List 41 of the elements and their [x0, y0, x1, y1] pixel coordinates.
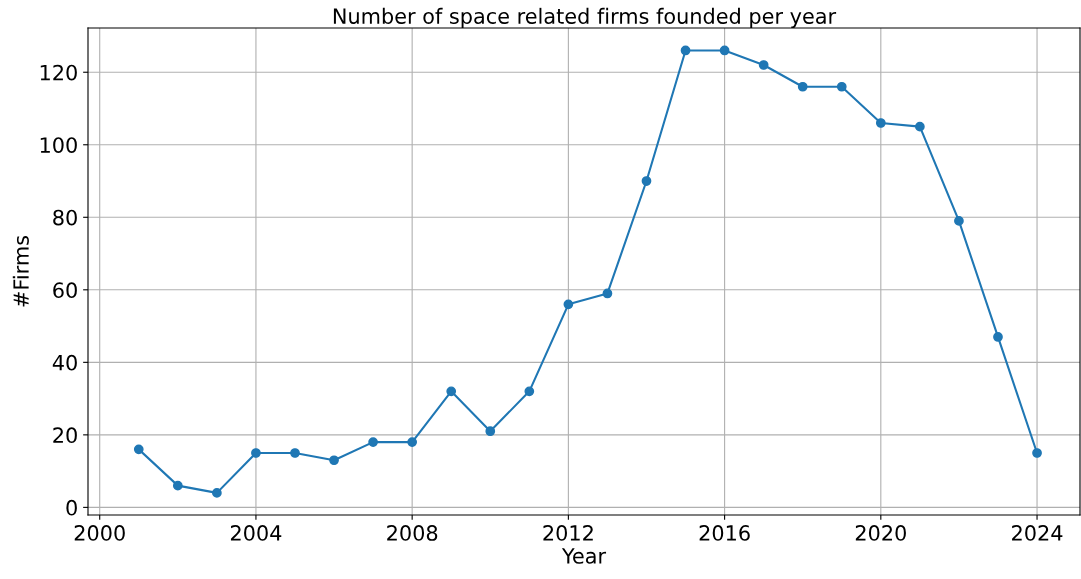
- x-axis-title: Year: [561, 548, 607, 564]
- point: [758, 60, 769, 70]
- point: [524, 386, 535, 397]
- y-tick-label: 20: [53, 427, 77, 444]
- y-tick-label: 60: [53, 282, 77, 299]
- x-tick-label: 2016: [699, 525, 750, 541]
- chart-title: Number of space related firms founded per year: [333, 7, 837, 28]
- y-tick-label: 100: [40, 137, 77, 153]
- x-tick-label: 2012: [543, 525, 593, 541]
- point: [133, 444, 144, 455]
- point: [993, 332, 1003, 342]
- point: [407, 437, 418, 447]
- point: [719, 45, 730, 56]
- point: [329, 455, 339, 466]
- point: [836, 81, 847, 92]
- x-tick-label: 2024: [1012, 525, 1063, 541]
- point: [368, 437, 378, 447]
- x-tick-label: 2004: [230, 525, 282, 541]
- y-axis-title: #Firms: [12, 235, 29, 307]
- x-tick-label: 2020: [855, 525, 906, 541]
- point: [797, 81, 808, 92]
- y-tick-label: 120: [40, 64, 77, 81]
- point: [563, 299, 574, 310]
- point: [602, 288, 613, 299]
- point: [290, 448, 300, 458]
- point: [485, 426, 496, 437]
- point: [954, 216, 964, 226]
- x-tick-label: 2008: [387, 525, 438, 541]
- point: [172, 480, 183, 491]
- point: [446, 386, 457, 397]
- point: [680, 45, 691, 56]
- point: [915, 121, 925, 132]
- point: [212, 488, 222, 498]
- point: [251, 448, 261, 458]
- point: [1032, 448, 1042, 458]
- point: [641, 176, 652, 186]
- x-tick-label: 2000: [74, 525, 125, 541]
- point: [875, 118, 886, 128]
- y-tick-label: 80: [53, 209, 77, 226]
- y-tick-label: 0: [66, 499, 77, 516]
- y-tick-label: 40: [52, 354, 77, 371]
